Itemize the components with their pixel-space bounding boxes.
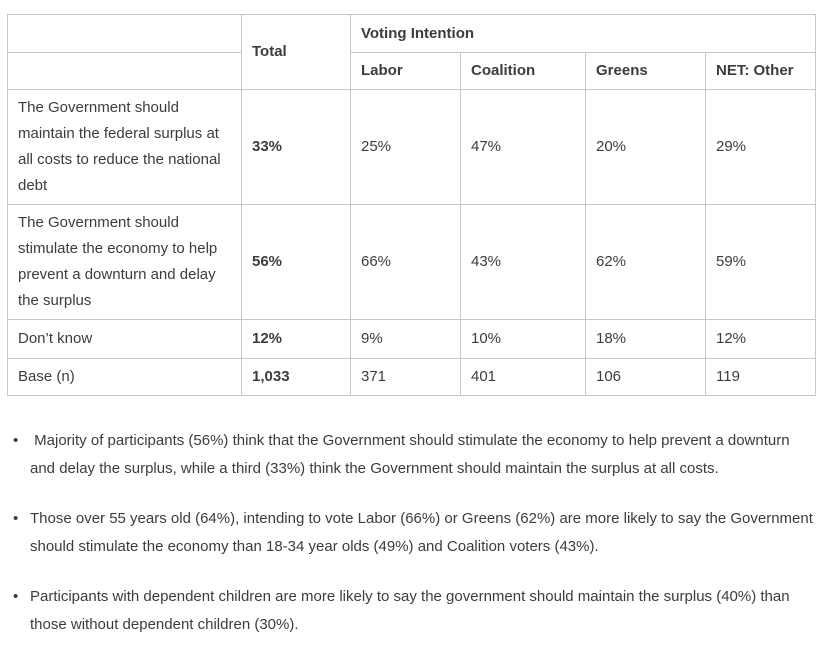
total-value: 56%: [241, 204, 351, 320]
total-value: 12%: [241, 319, 351, 359]
bullet-text: Majority of participants (56%) think tha…: [30, 432, 794, 477]
net-other-value: 119: [704, 358, 817, 396]
summary-bullet-list: • Majority of participants (56%) think t…: [7, 427, 818, 639]
coalition-value: 47%: [460, 89, 586, 205]
greens-value: 106: [585, 358, 706, 396]
coalition-value: 43%: [460, 204, 586, 320]
greens-value: 62%: [585, 204, 706, 320]
bullet-item-majority: • Majority of participants (56%) think t…: [7, 427, 818, 483]
greens-value: 18%: [585, 319, 706, 359]
net-other-value: 59%: [704, 204, 817, 320]
row-label: Base (n): [7, 358, 242, 396]
bullet-item-age-vote: • Those over 55 years old (64%), intendi…: [7, 505, 818, 561]
bullet-text: Those over 55 years old (64%), intending…: [30, 510, 818, 555]
bullet-icon: •: [13, 510, 19, 527]
column-header-net-other: NET: Other: [704, 52, 817, 90]
labor-value: 25%: [350, 89, 461, 205]
table-row-stimulate-economy: The Government should stimulate the econ…: [7, 204, 817, 320]
corner-cell-bottom: [7, 52, 242, 90]
labor-value: 371: [350, 358, 461, 396]
bullet-icon: •: [13, 432, 19, 449]
labor-value: 9%: [350, 319, 461, 359]
labor-value: 66%: [350, 204, 461, 320]
row-label: The Government should stimulate the econ…: [7, 204, 242, 320]
table-row-maintain-surplus: The Government should maintain the feder…: [7, 89, 817, 205]
column-header-coalition: Coalition: [460, 52, 586, 90]
total-value: 33%: [241, 89, 351, 205]
bullet-item-dependent-children: • Participants with dependent children a…: [7, 583, 818, 639]
corner-cell-top: [7, 14, 242, 53]
table-row-base-n: Base (n) 1,033 371 401 106 119: [7, 358, 817, 396]
total-column-header: Total: [241, 14, 351, 90]
bullet-icon: •: [13, 588, 19, 605]
total-value: 1,033: [241, 358, 351, 396]
coalition-value: 401: [460, 358, 586, 396]
row-label: Don’t know: [7, 319, 242, 359]
column-header-greens: Greens: [585, 52, 706, 90]
header-row-columns: Labor Coalition Greens NET: Other: [7, 52, 817, 90]
net-other-value: 29%: [704, 89, 817, 205]
header-row-group: Total Voting Intention: [7, 14, 817, 90]
coalition-value: 10%: [460, 319, 586, 359]
voting-intention-group-header: Voting Intention: [349, 14, 817, 53]
greens-value: 20%: [585, 89, 706, 205]
survey-results-table: Total Voting Intention Labor Coalition G…: [7, 14, 817, 396]
report-page: Total Voting Intention Labor Coalition G…: [7, 14, 818, 639]
bullet-text: Participants with dependent children are…: [30, 588, 794, 633]
table-row-dont-know: Don’t know 12% 9% 10% 18% 12%: [7, 319, 817, 359]
net-other-value: 12%: [704, 319, 817, 359]
row-label: The Government should maintain the feder…: [7, 89, 242, 205]
column-header-labor: Labor: [350, 52, 461, 90]
